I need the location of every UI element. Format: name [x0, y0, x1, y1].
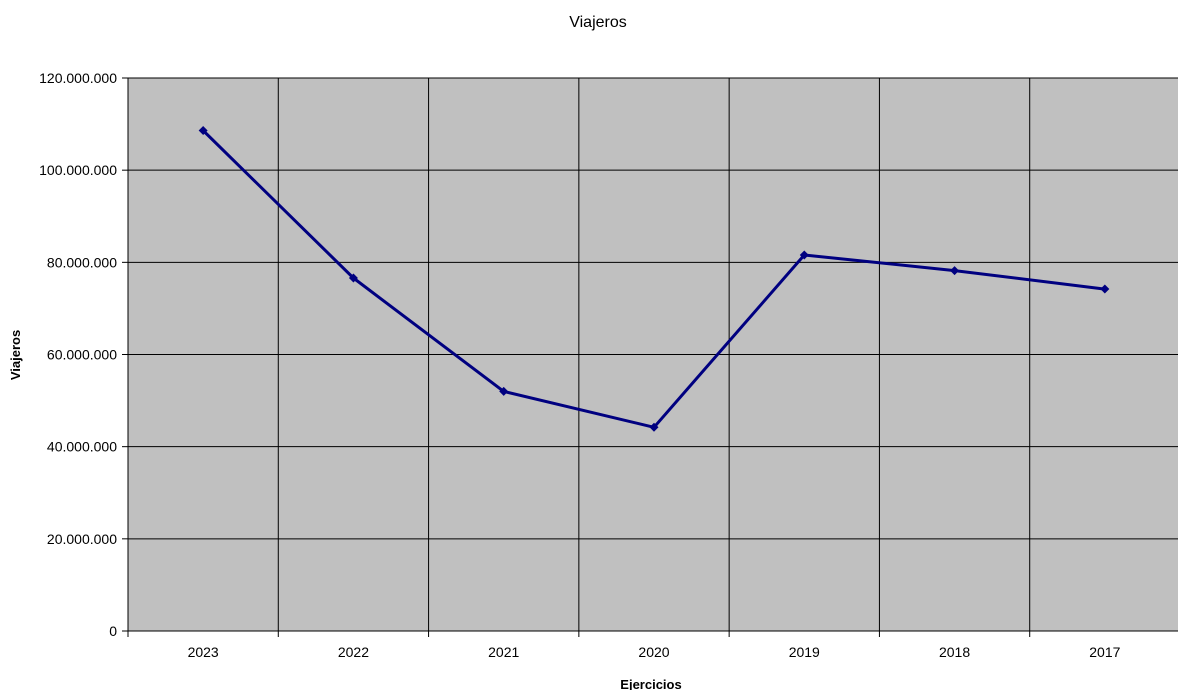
- x-tick-label: 2018: [939, 644, 970, 660]
- data-point-marker: [348, 273, 358, 283]
- y-tick-label: 120.000.000: [39, 70, 117, 86]
- x-tick-label: 2017: [1089, 644, 1120, 660]
- data-point-marker: [799, 250, 809, 260]
- data-point-marker: [1100, 284, 1110, 294]
- x-tick-label: 2023: [188, 644, 219, 660]
- plot-area: 0 20.000.000 40.000.000 60.000.000 80.000.00…: [39, 70, 1178, 660]
- x-axis-label: Ejercicios: [620, 677, 681, 690]
- data-point-marker: [649, 422, 659, 432]
- x-tick-label: 2021: [488, 644, 519, 660]
- data-point-marker: [950, 266, 960, 276]
- y-tick-label: 0: [109, 623, 117, 639]
- x-tick-label: 2020: [638, 644, 669, 660]
- y-tick-label: 100.000.000: [39, 162, 117, 178]
- y-tick-label: 20.000.000: [47, 531, 117, 547]
- x-tick-label: 2022: [338, 644, 369, 660]
- chart-title: Viajeros: [569, 14, 627, 31]
- data-point-marker: [198, 126, 208, 136]
- y-tick-label: 80.000.000: [47, 254, 117, 270]
- y-axis-label: Viajeros: [8, 330, 23, 380]
- data-point-marker: [499, 386, 509, 396]
- y-tick-label: 60.000.000: [47, 347, 117, 363]
- y-tick-label: 40.000.000: [47, 439, 117, 455]
- x-tick-label: 2019: [789, 644, 820, 660]
